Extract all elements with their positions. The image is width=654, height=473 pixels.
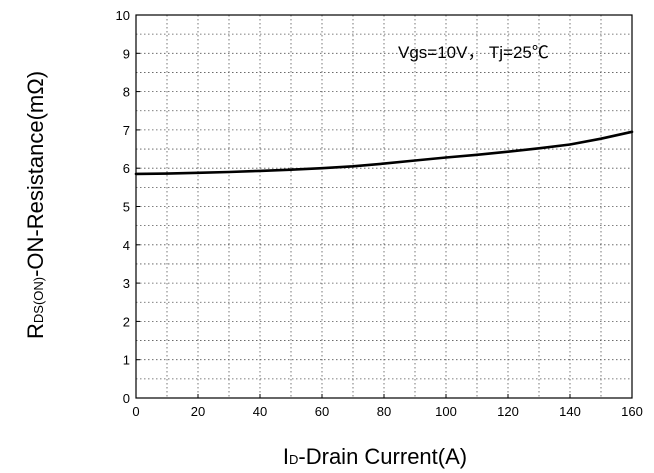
x-axis-title-prefix: I bbox=[283, 444, 289, 469]
x-tick-label: 40 bbox=[253, 404, 267, 419]
x-tick-label: 140 bbox=[559, 404, 581, 419]
y-tick-label: 8 bbox=[123, 85, 130, 100]
y-axis-title-prefix: R bbox=[23, 323, 48, 339]
y-tick-label: 7 bbox=[123, 123, 130, 138]
x-axis-title: ID-Drain Current(A) bbox=[283, 444, 467, 469]
y-tick-label: 4 bbox=[123, 238, 130, 253]
x-tick-label: 60 bbox=[315, 404, 329, 419]
y-tick-label: 2 bbox=[123, 314, 130, 329]
y-tick-label: 10 bbox=[116, 8, 130, 23]
y-axis-title-subscript: DS(ON) bbox=[31, 277, 46, 323]
series-line bbox=[134, 130, 634, 176]
y-tick-label: 0 bbox=[123, 391, 130, 406]
series-layer bbox=[134, 130, 634, 176]
y-tick-label: 9 bbox=[123, 46, 130, 61]
x-tick-label: 160 bbox=[621, 404, 643, 419]
x-axis-ticks: 0 20 40 60 80 100 120 140 160 bbox=[132, 394, 643, 419]
x-tick-label: 120 bbox=[497, 404, 519, 419]
y-axis-ticks: 0 1 2 3 4 5 6 7 8 9 10 bbox=[116, 8, 140, 406]
x-tick-label: 0 bbox=[132, 404, 139, 419]
x-tick-label: 80 bbox=[377, 404, 391, 419]
x-tick-label: 20 bbox=[191, 404, 205, 419]
y-tick-label: 3 bbox=[123, 276, 130, 291]
x-axis-title-rest: -Drain Current(A) bbox=[298, 444, 467, 469]
grid bbox=[136, 15, 632, 398]
x-tick-label: 100 bbox=[435, 404, 457, 419]
y-axis-title: RDS(ON)-ON-Resistance(mΩ) bbox=[23, 71, 48, 339]
x-axis-title-subscript: D bbox=[289, 452, 298, 467]
y-tick-label: 6 bbox=[123, 161, 130, 176]
y-tick-label: 5 bbox=[123, 200, 130, 215]
condition-annotation: Vgs=10V， Tj=25℃ bbox=[398, 43, 549, 62]
y-tick-label: 1 bbox=[123, 353, 130, 368]
y-axis-title-rest: -ON-Resistance(mΩ) bbox=[23, 71, 48, 277]
